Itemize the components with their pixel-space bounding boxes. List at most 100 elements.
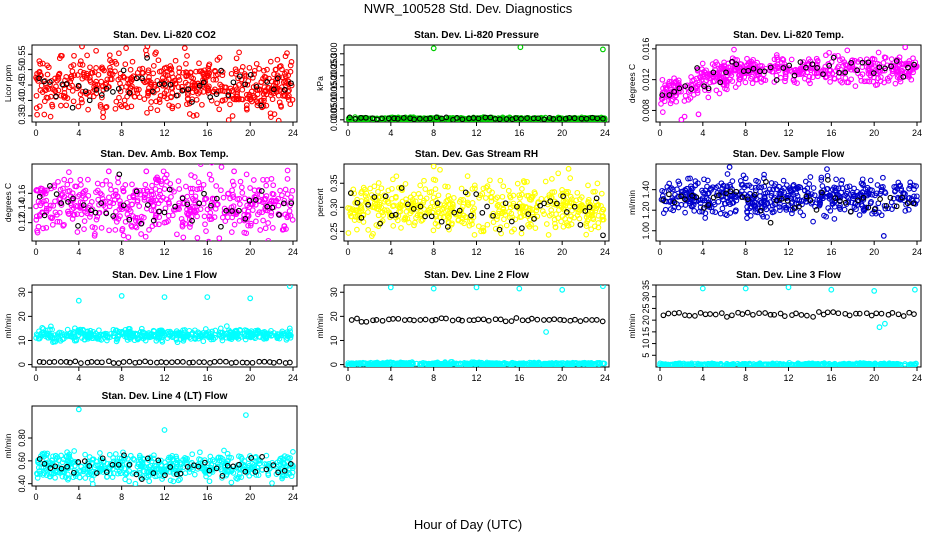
data-point [38,82,45,89]
data-point [546,115,553,121]
data-point [173,92,180,99]
data-point [577,221,584,228]
data-point [869,210,875,217]
data-point [274,75,281,82]
data-point [386,209,392,216]
data-point [363,190,370,196]
data-point [779,187,785,194]
outlier-point [204,294,211,301]
data-point [699,187,705,194]
data-point [416,115,423,122]
data-point [161,186,168,192]
data-point [418,361,425,367]
data-point [65,208,71,215]
data-point [163,359,170,366]
data-point [761,201,768,208]
data-point [534,316,541,323]
data-point [547,198,554,204]
data-point [260,217,266,224]
data-point [717,79,724,86]
data-point [270,182,277,189]
data-point [99,94,105,101]
data-point [153,197,159,204]
data-point [124,211,131,218]
data-point [441,361,448,367]
data-point [150,203,157,209]
data-point [244,359,250,366]
data-point [427,115,433,122]
data-point [567,317,574,324]
data-point [560,193,566,200]
data-point [171,206,178,213]
y-tick-label: 15 [641,327,651,337]
data-point [377,194,383,200]
series-hourly [36,55,294,111]
data-point [779,195,785,202]
data-point [81,226,87,232]
data-point [558,204,565,211]
data-point [431,203,438,210]
data-point [234,93,241,100]
data-point [253,83,260,90]
data-point [421,177,427,184]
data-point [779,56,786,62]
data-point [777,207,783,214]
data-point [90,328,97,335]
data-point [471,232,478,238]
data-point [469,186,476,192]
panel-4: Stan. Dev. Amb. Box Temp.0 4 8 12 16 20 240.12… [3,149,298,257]
data-point [459,215,466,222]
x-tick-label: 8 [743,373,748,383]
data-point [272,198,279,205]
data-point [132,214,139,221]
data-point [51,359,58,365]
data-point [346,114,353,121]
data-point [807,80,813,87]
data-point [913,183,919,189]
data-point [411,116,417,122]
data-point [905,195,912,202]
data-point [64,326,71,333]
data-point [117,213,123,219]
data-point [214,71,221,78]
x-tick-label: 24 [288,247,298,257]
data-point [99,359,105,366]
data-point [462,189,469,196]
data-point [234,196,241,202]
data-point [675,77,682,84]
data-point [549,360,555,366]
data-point [110,213,117,219]
series-hourly [348,315,606,325]
data-point [773,77,780,83]
data-point [229,92,235,99]
data-point [869,65,875,71]
data-point [449,358,455,365]
x-tick-label: 8 [119,373,124,383]
data-point [212,205,219,212]
data-point [709,61,716,67]
series-hourly [346,114,606,122]
data-point [245,222,251,229]
data-point [112,187,119,194]
data-point [429,317,435,324]
data-point [888,199,895,206]
data-point [224,330,230,337]
data-point [451,209,458,216]
data-point [476,195,482,201]
data-point [595,220,602,226]
data-point [160,330,166,337]
x-tick-label: 16 [826,373,836,383]
data-point [869,55,876,62]
data-point [432,220,439,227]
data-point [358,214,365,221]
data-point [906,185,912,192]
data-point [589,317,595,323]
data-point [760,71,767,78]
data-point [126,216,133,223]
data-point [253,218,259,225]
data-point [107,182,113,188]
data-point [747,212,754,219]
data-point [75,223,81,229]
data-point [479,209,486,216]
data-point [394,115,401,122]
